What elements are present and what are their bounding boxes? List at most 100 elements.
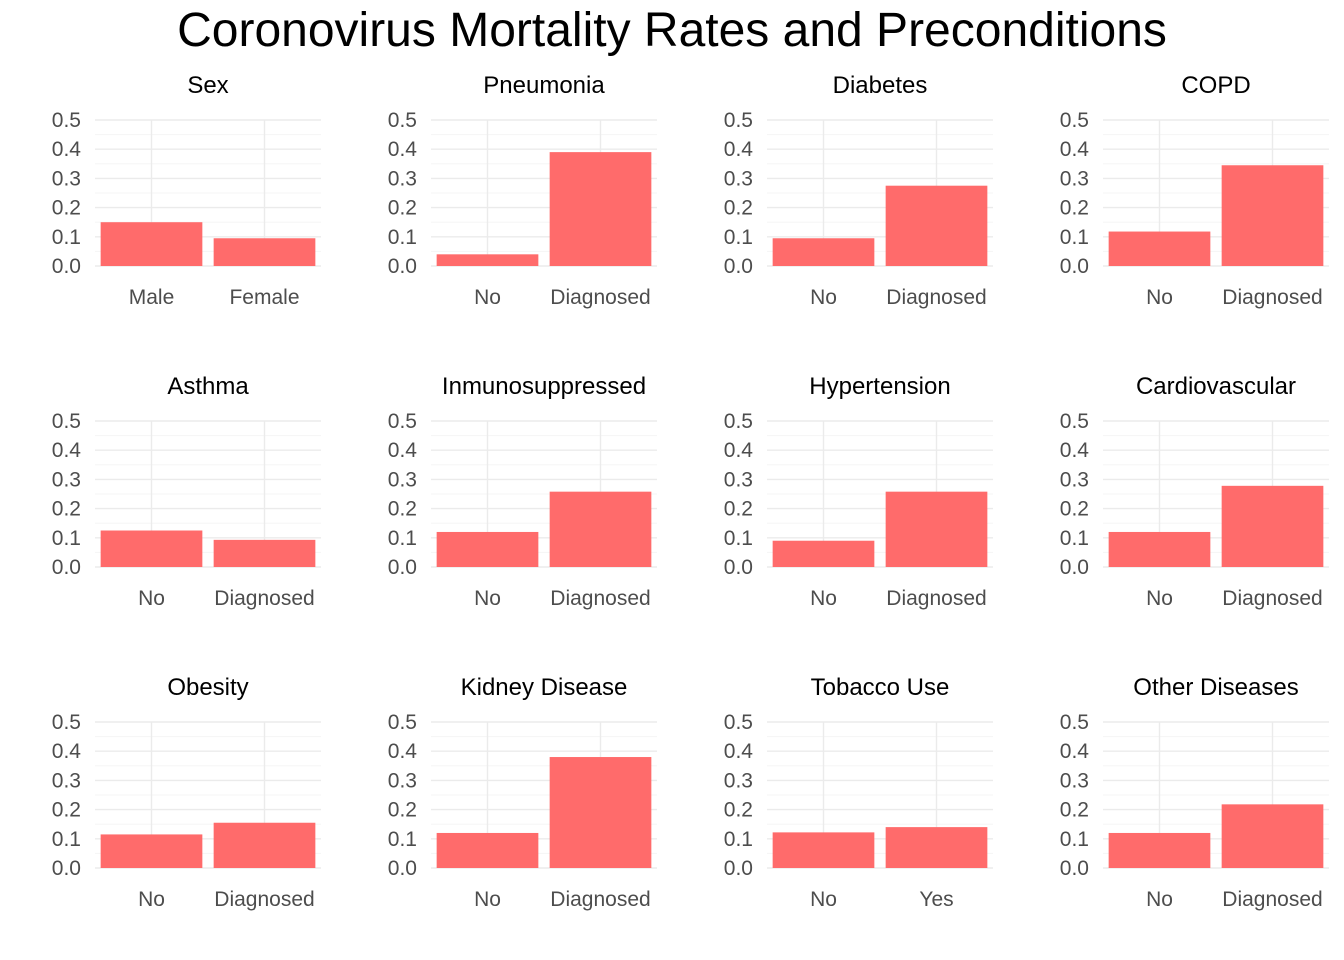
- y-tick-label: 0.4: [1060, 740, 1090, 763]
- y-tick-label: 0.0: [1060, 255, 1089, 278]
- y-tick-label: 0.3: [52, 769, 81, 792]
- y-tick-label: 0.1: [52, 527, 81, 550]
- y-tick-label: 0.0: [52, 857, 81, 880]
- y-tick-label: 0.1: [388, 828, 417, 851]
- y-tick-label: 0.4: [388, 740, 418, 763]
- bar-no: [772, 238, 875, 266]
- y-tick-label: 0.4: [724, 138, 754, 161]
- y-tick-label: 0.4: [52, 439, 82, 462]
- panel-title: Cardiovascular: [1136, 373, 1296, 400]
- x-tick-label: No: [474, 888, 501, 911]
- bar-no: [772, 540, 875, 567]
- y-tick-label: 0.0: [724, 255, 753, 278]
- y-tick-label: 0.0: [388, 255, 417, 278]
- y-tick-label: 0.5: [1060, 410, 1089, 433]
- x-tick-label: Diagnosed: [550, 587, 650, 610]
- y-tick-label: 0.1: [388, 226, 417, 249]
- x-tick-label: Diagnosed: [886, 286, 986, 309]
- bar-male: [100, 222, 203, 266]
- bar-no: [436, 832, 539, 868]
- y-tick-label: 0.4: [388, 439, 418, 462]
- bar-no: [772, 832, 875, 868]
- y-tick-label: 0.3: [1060, 468, 1089, 491]
- x-tick-label: Male: [129, 286, 175, 309]
- x-tick-label: No: [474, 587, 501, 610]
- x-tick-label: No: [810, 286, 837, 309]
- y-tick-label: 0.0: [724, 556, 753, 579]
- bar-diagnosed: [549, 757, 652, 868]
- x-tick-label: No: [1146, 286, 1173, 309]
- y-tick-label: 0.1: [724, 828, 753, 851]
- x-tick-label: No: [138, 587, 165, 610]
- panel-title: Hypertension: [809, 373, 950, 400]
- x-tick-label: No: [1146, 888, 1173, 911]
- x-tick-label: Female: [229, 286, 299, 309]
- y-tick-label: 0.1: [724, 226, 753, 249]
- y-tick-label: 0.2: [1060, 197, 1089, 220]
- x-tick-label: Diagnosed: [1222, 587, 1322, 610]
- panel-title: Diabetes: [833, 72, 928, 99]
- y-tick-label: 0.1: [1060, 828, 1089, 851]
- y-tick-label: 0.0: [724, 857, 753, 880]
- y-tick-label: 0.2: [724, 498, 753, 521]
- panel-title: COPD: [1181, 72, 1250, 99]
- y-tick-label: 0.4: [52, 138, 82, 161]
- x-tick-label: No: [138, 888, 165, 911]
- panel-title: Obesity: [167, 674, 248, 701]
- x-tick-label: No: [810, 587, 837, 610]
- panel-title: Pneumonia: [483, 72, 605, 99]
- y-tick-label: 0.1: [388, 527, 417, 550]
- y-tick-label: 0.1: [1060, 226, 1089, 249]
- bar-diagnosed: [885, 491, 988, 567]
- y-tick-label: 0.5: [52, 109, 81, 132]
- panel-obesity: 0.0 0.1 0.2 0.3 0.4 0.5 No Diagnosed Obesity: [52, 674, 321, 911]
- y-tick-label: 0.0: [1060, 857, 1089, 880]
- bar-no: [100, 834, 203, 868]
- panel-pneumonia: 0.0 0.1 0.2 0.3 0.4 0.5 No Diagnosed Pneumonia: [388, 72, 657, 309]
- chart-title: Coronovirus Mortality Rates and Precondi…: [177, 4, 1167, 57]
- x-tick-label: Diagnosed: [886, 587, 986, 610]
- y-tick-label: 0.4: [1060, 138, 1090, 161]
- y-tick-label: 0.5: [1060, 109, 1089, 132]
- y-tick-label: 0.2: [52, 498, 81, 521]
- y-tick-label: 0.2: [52, 197, 81, 220]
- y-tick-label: 0.0: [52, 556, 81, 579]
- y-tick-label: 0.5: [388, 711, 417, 734]
- panel-inmunosuppressed: 0.0 0.1 0.2 0.3 0.4 0.5 No Diagnosed Inmunosuppr…: [388, 373, 657, 610]
- y-tick-label: 0.0: [388, 556, 417, 579]
- y-tick-label: 0.3: [724, 167, 753, 190]
- bar-diagnosed: [1221, 804, 1324, 868]
- x-tick-label: Diagnosed: [214, 587, 314, 610]
- y-tick-label: 0.0: [52, 255, 81, 278]
- panel-title: Inmunosuppressed: [442, 373, 646, 400]
- y-tick-label: 0.5: [724, 109, 753, 132]
- y-tick-label: 0.5: [724, 410, 753, 433]
- bar-diagnosed: [885, 185, 988, 266]
- panel-title: Asthma: [167, 373, 249, 400]
- bar-diagnosed: [1221, 485, 1324, 567]
- y-tick-label: 0.1: [52, 226, 81, 249]
- panel-title: Other Diseases: [1133, 674, 1298, 701]
- panel-copd: 0.0 0.1 0.2 0.3 0.4 0.5 No Diagnosed COPD: [1060, 72, 1329, 309]
- y-tick-label: 0.2: [388, 498, 417, 521]
- y-tick-label: 0.1: [1060, 527, 1089, 550]
- y-tick-label: 0.2: [1060, 498, 1089, 521]
- panel-tobacco-use: 0.0 0.1 0.2 0.3 0.4 0.5 No Yes Tobacco Use: [724, 674, 993, 911]
- y-tick-label: 0.4: [1060, 439, 1090, 462]
- y-tick-label: 0.2: [724, 799, 753, 822]
- y-tick-label: 0.2: [52, 799, 81, 822]
- y-tick-label: 0.5: [388, 109, 417, 132]
- y-tick-label: 0.0: [388, 857, 417, 880]
- y-tick-label: 0.5: [1060, 711, 1089, 734]
- y-tick-label: 0.0: [1060, 556, 1089, 579]
- y-tick-label: 0.3: [388, 468, 417, 491]
- panel-title: Sex: [187, 72, 228, 99]
- x-tick-label: Diagnosed: [1222, 286, 1322, 309]
- bar-no: [436, 254, 539, 266]
- y-tick-label: 0.2: [724, 197, 753, 220]
- y-tick-label: 0.3: [388, 769, 417, 792]
- panel-asthma: 0.0 0.1 0.2 0.3 0.4 0.5 No Diagnosed Asthma: [52, 373, 321, 610]
- y-tick-label: 0.3: [1060, 167, 1089, 190]
- panel-diabetes: 0.0 0.1 0.2 0.3 0.4 0.5 No Diagnosed Diabetes: [724, 72, 993, 309]
